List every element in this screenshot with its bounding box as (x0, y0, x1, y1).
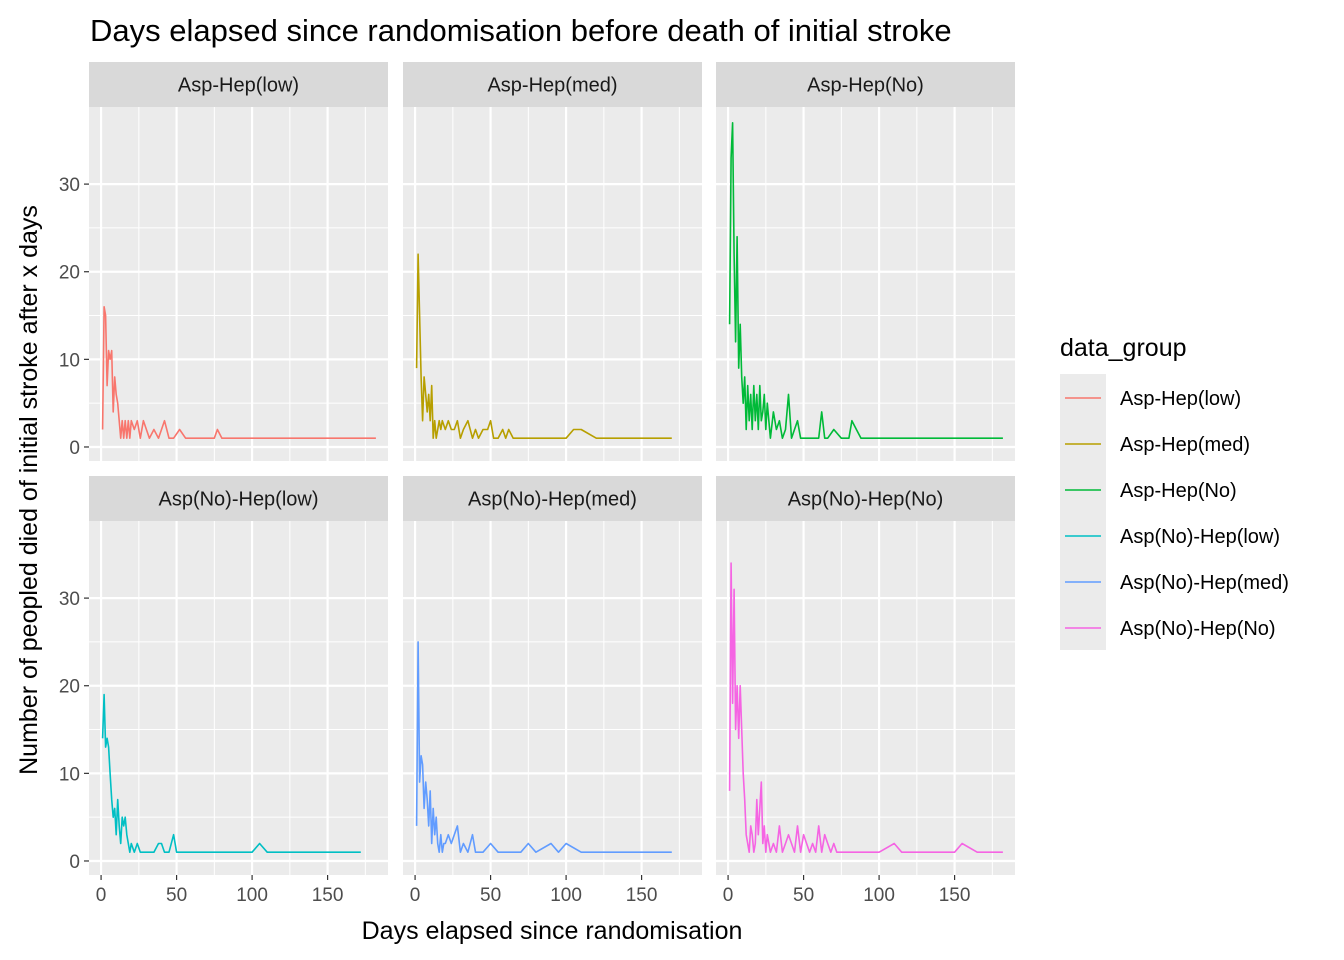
facet-strip (403, 62, 702, 107)
x-tick-label: 50 (793, 885, 814, 906)
y-tick-label: 30 (59, 175, 80, 196)
series-line (101, 693, 361, 854)
y-tick-label: 20 (59, 677, 80, 698)
series-line (728, 562, 1003, 854)
legend-label: Asp(No)-Hep(med) (1120, 572, 1289, 594)
y-tick-label: 0 (69, 852, 80, 873)
legend-label: Asp-Hep(med) (1120, 434, 1250, 456)
panel-background (403, 521, 702, 875)
x-tick-label: 150 (626, 885, 658, 906)
legend-label: Asp(No)-Hep(low) (1120, 526, 1280, 548)
legend-label: Asp-Hep(low) (1120, 388, 1241, 410)
x-tick-label: 100 (863, 885, 895, 906)
facet-panel: Asp(No)-Hep(low) (89, 476, 388, 875)
y-tick-label: 0 (69, 438, 80, 459)
facet-strip (403, 476, 702, 521)
y-tick-label: 10 (59, 764, 80, 785)
facet-strip-label: Asp-Hep(low) (178, 75, 299, 97)
facet-strip-label: Asp(No)-Hep(No) (788, 489, 944, 511)
x-tick-label: 100 (550, 885, 582, 906)
facet-panel: Asp-Hep(med) (403, 62, 702, 461)
panel-background (716, 521, 1015, 875)
legend: data_group Asp-Hep(low) Asp-Hep(med) Asp-H… (1060, 334, 1289, 650)
x-tick-label: 150 (312, 885, 344, 906)
facet-strip-label: Asp-Hep(No) (807, 75, 924, 97)
facet-strip (716, 62, 1015, 107)
panel-background (89, 107, 388, 461)
x-tick-label: 50 (480, 885, 501, 906)
x-tick-label: 0 (723, 885, 734, 906)
x-tick-label: 150 (939, 885, 971, 906)
series-line (415, 253, 672, 440)
legend-item: Asp(No)-Hep(low) (1065, 526, 1280, 548)
legend-item: Asp-Hep(med) (1065, 434, 1250, 456)
panel-background (403, 107, 702, 461)
x-axis-title: Days elapsed since randomisation (362, 917, 743, 945)
facet-strip (716, 476, 1015, 521)
series-line (415, 641, 672, 854)
facet-panel: Asp(No)-Hep(med) (403, 476, 702, 875)
legend-title: data_group (1060, 334, 1187, 362)
legend-label: Asp-Hep(No) (1120, 480, 1237, 502)
x-tick-label: 100 (236, 885, 268, 906)
legend-item: Asp(No)-Hep(No) (1065, 618, 1276, 640)
y-tick-label: 30 (59, 589, 80, 610)
x-tick-label: 50 (166, 885, 187, 906)
y-axis-title: Number of peopled died of initial stroke… (15, 205, 43, 775)
facet-panels: Asp-Hep(low) Asp-Hep(med) Asp-Hep(No) Asp(N… (89, 62, 1015, 875)
y-tick-label: 20 (59, 263, 80, 284)
chart-title: Days elapsed since randomisation before … (90, 13, 952, 48)
panel-background (89, 521, 388, 875)
series-line (728, 122, 1003, 440)
y-tick-label: 10 (59, 350, 80, 371)
facet-strip-label: Asp(No)-Hep(med) (468, 489, 637, 511)
facet-panel: Asp(No)-Hep(No) (716, 476, 1015, 875)
facet-panel: Asp-Hep(low) (89, 62, 388, 461)
legend-item: Asp(No)-Hep(med) (1065, 572, 1289, 594)
x-tick-label: 0 (410, 885, 421, 906)
x-tick-label: 0 (96, 885, 107, 906)
x-axis-ticks: 0 50 100 150 0 50 100 150 0 50 100 150 (96, 875, 971, 906)
facet-strip-label: Asp(No)-Hep(low) (158, 489, 318, 511)
legend-label: Asp(No)-Hep(No) (1120, 618, 1276, 640)
legend-key-background (1060, 374, 1106, 650)
legend-item: Asp-Hep(low) (1065, 388, 1241, 410)
facet-strip-label: Asp-Hep(med) (487, 75, 617, 97)
facet-panel: Asp-Hep(No) (716, 62, 1015, 461)
series-line (101, 305, 376, 440)
legend-item: Asp-Hep(No) (1065, 480, 1237, 502)
facet-strip (89, 476, 388, 521)
y-axis-ticks: 0 10 20 30 0 10 20 30 (59, 175, 89, 873)
facet-strip (89, 62, 388, 107)
